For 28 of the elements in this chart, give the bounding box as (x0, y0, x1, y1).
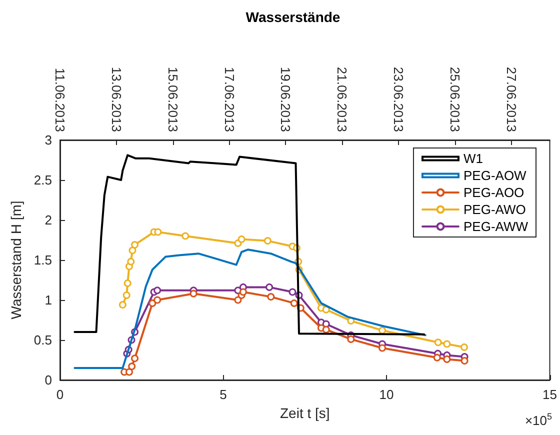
chart-title: Wasserstände (246, 9, 340, 25)
x-tick-label: 0 (56, 387, 64, 402)
x2-tick-label: 17.06.2013 (222, 66, 237, 132)
x-axis-title: Zeit t [s] (280, 404, 330, 421)
x-tick-label: 15 (542, 387, 558, 402)
legend-label: PEG-AWO (463, 202, 526, 217)
y-tick-label: 1.5 (34, 252, 52, 268)
y-tick-label: 1 (44, 292, 52, 308)
x2-tick-label: 25.06.2013 (447, 66, 462, 132)
legend-label: PEG-AWW (463, 219, 529, 234)
x2-tick-label: 13.06.2013 (108, 66, 124, 132)
y-tick-label: 2.5 (34, 172, 52, 188)
legend-label: PEG-AOW (463, 168, 528, 183)
x-tick-label: 5 (220, 387, 227, 402)
legend-label: PEG-AOO (463, 185, 524, 200)
x2-tick-label: 21.06.2013 (334, 66, 350, 132)
x2-tick-label: 23.06.2013 (391, 66, 406, 132)
legend-label: W1 (463, 151, 483, 166)
y-tick-label: 2 (44, 212, 52, 228)
y-tick-label: 0.5 (34, 332, 52, 348)
x2-tick-label: 27.06.2013 (504, 66, 519, 132)
x2-tick-label: 19.06.2013 (278, 66, 294, 132)
x2-tick-label: 11.06.2013 (52, 68, 68, 132)
y-axis-title: Wasserstand H [m] (8, 200, 24, 320)
y-tick-label: 3 (44, 132, 52, 148)
x2-tick-label: 15.06.2013 (165, 66, 180, 132)
x-tick-label: 10 (379, 387, 394, 402)
y-tick-label: 0 (44, 372, 52, 388)
